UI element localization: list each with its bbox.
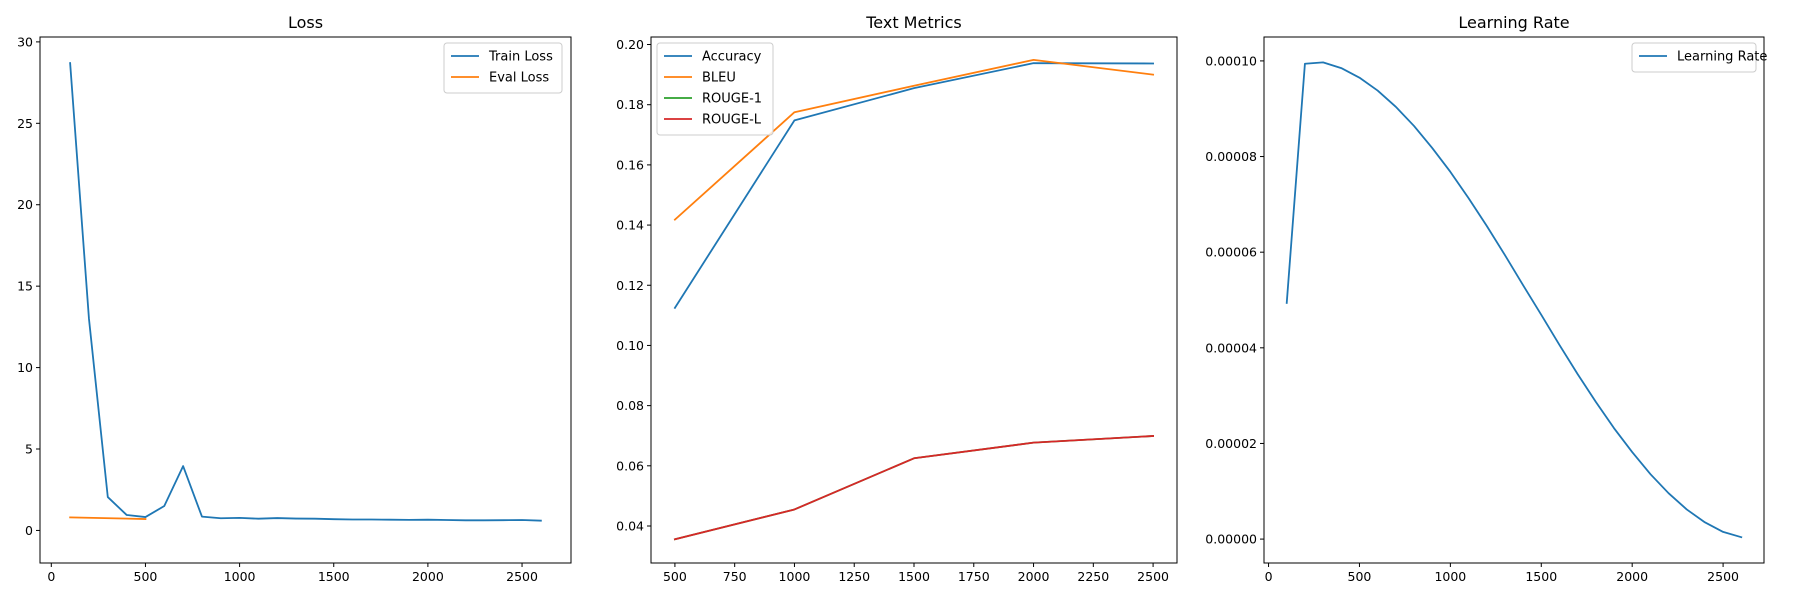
loss-x-tick-label: 1500 xyxy=(318,569,350,584)
learning-rate-x-tick-label: 1500 xyxy=(1525,569,1557,584)
loss-title: Loss xyxy=(288,13,323,32)
loss-x-tick-label: 1000 xyxy=(224,569,256,584)
loss-y-tick-label: 15 xyxy=(17,279,33,294)
loss-x-tick-label: 2000 xyxy=(412,569,444,584)
text-metrics-panel: Text Metrics 500 750 1000 1250 1500 1750 2000 2… xyxy=(616,13,1178,584)
text-metrics-legend-label-accuracy: Accuracy xyxy=(702,50,762,65)
text-metrics-x-tick-label: 2500 xyxy=(1137,569,1169,584)
text-metrics-series-rouge-l-line xyxy=(673,435,1155,541)
text-metrics-title: Text Metrics xyxy=(865,13,962,32)
loss-series-train-loss-line xyxy=(69,62,542,522)
text-metrics-y-tick-label: 0.06 xyxy=(616,458,644,473)
text-metrics-y-tick-label: 0.18 xyxy=(616,97,644,112)
text-metrics-y-tick-label: 0.10 xyxy=(616,338,644,353)
loss-y-tick-label: 30 xyxy=(17,34,33,49)
learning-rate-x-tick-label: 500 xyxy=(1348,569,1372,584)
loss-y-tick-label: 10 xyxy=(17,360,33,375)
text-metrics-y-tick-label: 0.16 xyxy=(616,157,644,172)
text-metrics-x-tick-label: 2250 xyxy=(1077,569,1109,584)
learning-rate-legend: Learning Rate xyxy=(1631,42,1767,73)
text-metrics-legend-label-bleu: BLEU xyxy=(702,71,736,86)
text-metrics-legend-label-rouge-l: ROUGE-L xyxy=(702,113,762,128)
learning-rate-x-tick-label: 1000 xyxy=(1434,569,1466,584)
learning-rate-x-tick-label: 0 xyxy=(1265,569,1273,584)
learning-rate-series-learning-rate-line xyxy=(1285,61,1743,539)
learning-rate-y-tick-label: 0.00010 xyxy=(1205,53,1257,68)
learning-rate-y-tick-label: 0.00002 xyxy=(1205,436,1257,451)
text-metrics-series-rouge-1-line xyxy=(673,435,1155,541)
learning-rate-legend-box xyxy=(1631,42,1757,73)
learning-rate-y-tick-label: 0.00006 xyxy=(1205,245,1257,260)
loss-y-tick-label: 20 xyxy=(17,197,33,212)
text-metrics-x-tick-label: 1000 xyxy=(779,569,811,584)
text-metrics-x-tick-label: 2000 xyxy=(1018,569,1050,584)
text-metrics-y-tick-label: 0.08 xyxy=(616,398,644,413)
loss-legend-label-train-loss: Train Loss xyxy=(488,50,553,65)
loss-y-tick-label: 25 xyxy=(17,116,33,131)
loss-axes-frame xyxy=(39,36,572,564)
text-metrics-legend: Accuracy BLEU ROUGE-1 ROUGE-L xyxy=(656,42,774,136)
text-metrics-legend-box xyxy=(656,42,774,136)
text-metrics-y-tick-label: 0.14 xyxy=(616,218,644,233)
learning-rate-x-tick-label: 2000 xyxy=(1616,569,1648,584)
loss-legend-label-eval-loss: Eval Loss xyxy=(489,71,549,86)
loss-panel: Loss 0 500 1000 1500 2000 2500 0 5 10 15 20 25 30 Tra… xyxy=(17,13,572,584)
loss-legend: Train Loss Eval Loss xyxy=(443,42,563,94)
text-metrics-x-tick-label: 750 xyxy=(723,569,747,584)
learning-rate-panel: Learning Rate 0 500 1000 1500 2000 2500 0.0000… xyxy=(1205,13,1767,584)
learning-rate-y-tick-label: 0.00000 xyxy=(1205,532,1257,547)
text-metrics-series-bleu-line xyxy=(673,58,1155,221)
text-metrics-x-tick-label: 500 xyxy=(663,569,687,584)
text-metrics-x-tick-label: 1750 xyxy=(958,569,990,584)
learning-rate-y-tick-label: 0.00008 xyxy=(1205,149,1257,164)
loss-y-tick-label: 0 xyxy=(25,523,33,538)
learning-rate-x-tick-label: 2500 xyxy=(1707,569,1739,584)
learning-rate-axes-frame xyxy=(1263,36,1765,564)
loss-x-tick-label: 2500 xyxy=(506,569,538,584)
text-metrics-y-tick-label: 0.20 xyxy=(616,37,644,52)
loss-y-tick-label: 5 xyxy=(25,442,33,457)
text-metrics-x-tick-label: 1500 xyxy=(898,569,930,584)
loss-x-tick-label: 500 xyxy=(134,569,158,584)
loss-x-tick-label: 0 xyxy=(47,569,55,584)
learning-rate-title: Learning Rate xyxy=(1458,13,1569,32)
text-metrics-y-tick-label: 0.12 xyxy=(616,278,644,293)
text-metrics-y-tick-label: 0.04 xyxy=(616,518,644,533)
loss-series-eval-loss-line xyxy=(69,516,147,520)
text-metrics-x-tick-label: 1250 xyxy=(838,569,870,584)
learning-rate-y-tick-label: 0.00004 xyxy=(1205,340,1257,355)
text-metrics-series-accuracy-line xyxy=(673,62,1154,310)
learning-rate-legend-label-learning-rate: Learning Rate xyxy=(1677,50,1767,65)
text-metrics-legend-label-rouge-1: ROUGE-1 xyxy=(702,92,762,107)
